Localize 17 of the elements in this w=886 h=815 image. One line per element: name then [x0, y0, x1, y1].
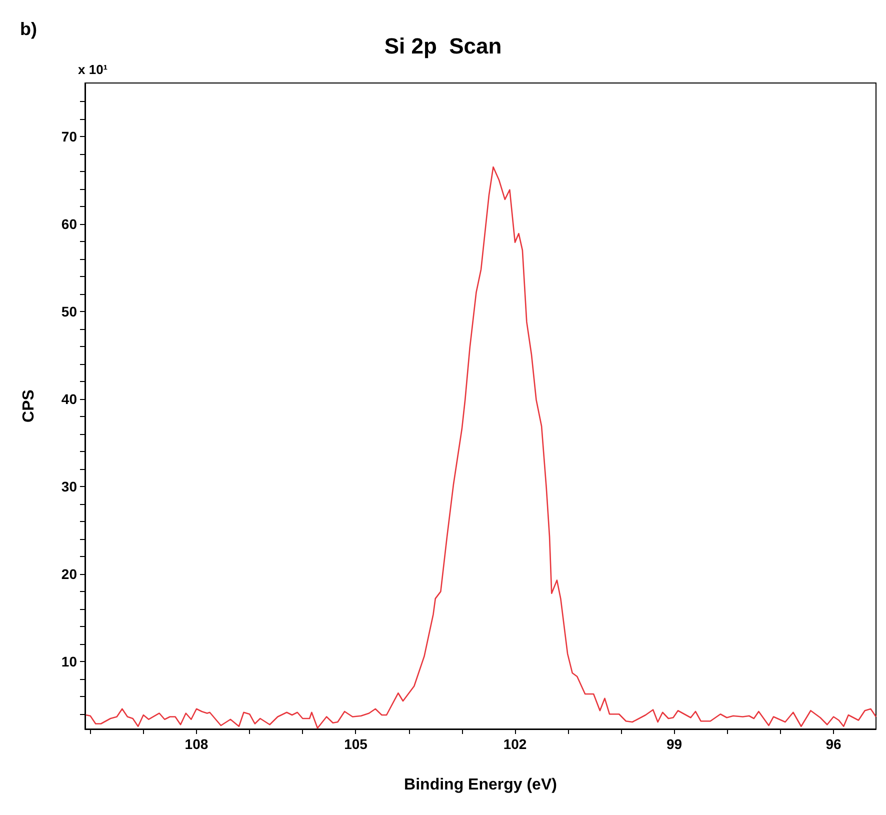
x-tick-label: 96	[826, 736, 842, 752]
y-tick-label: 40	[61, 390, 78, 407]
y-tick-label: 50	[61, 303, 78, 320]
y-tick-label: 70	[61, 128, 78, 144]
text: b)	[20, 19, 37, 39]
x-tick-label: 102	[503, 736, 527, 752]
y-tick-label: 10	[61, 654, 78, 670]
x-tick-label: 105	[344, 736, 368, 752]
y-tick-label: 20	[61, 566, 78, 582]
chart-title: Si 2p Scan	[384, 34, 502, 58]
x-tick-label: 99	[666, 736, 682, 752]
x-axis-title: Binding Energy (eV)	[404, 776, 557, 794]
text: x 10¹	[78, 62, 108, 77]
x-tick-label: 108	[184, 736, 208, 752]
y-tick-label: 30	[61, 478, 78, 495]
y-tick-label: 60	[61, 216, 78, 232]
y-axis-title: CPS	[20, 389, 38, 422]
